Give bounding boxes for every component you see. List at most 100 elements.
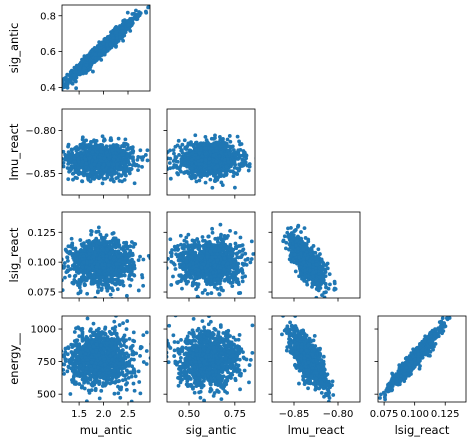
data-point bbox=[184, 235, 189, 240]
data-point bbox=[131, 155, 135, 160]
y-tick-label: −0.85 bbox=[25, 169, 56, 180]
data-point bbox=[145, 148, 150, 153]
data-point bbox=[172, 163, 177, 168]
data-point bbox=[88, 179, 93, 184]
data-point bbox=[208, 177, 213, 182]
data-point bbox=[66, 73, 71, 78]
data-point bbox=[129, 20, 133, 25]
data-point bbox=[197, 151, 202, 156]
data-point bbox=[66, 264, 70, 269]
data-point bbox=[63, 275, 67, 280]
data-point bbox=[175, 143, 180, 148]
data-point bbox=[97, 256, 101, 261]
data-point bbox=[116, 300, 120, 304]
data-point bbox=[115, 162, 120, 167]
data-point bbox=[80, 243, 85, 247]
data-point bbox=[102, 282, 107, 287]
data-point bbox=[106, 162, 111, 167]
data-point bbox=[51, 160, 55, 164]
data-point bbox=[108, 241, 113, 245]
data-point bbox=[127, 252, 132, 257]
data-point bbox=[202, 142, 207, 147]
data-point bbox=[122, 33, 127, 38]
data-point bbox=[87, 255, 91, 260]
data-point bbox=[76, 156, 81, 161]
data-point bbox=[84, 270, 89, 274]
data-point bbox=[73, 68, 78, 73]
data-point bbox=[213, 174, 218, 179]
data-point bbox=[162, 263, 166, 267]
data-point bbox=[89, 229, 94, 234]
data-point bbox=[183, 278, 188, 283]
data-point bbox=[203, 146, 208, 151]
data-point bbox=[62, 157, 64, 161]
data-point bbox=[127, 274, 132, 279]
data-point bbox=[232, 165, 237, 170]
data-point bbox=[86, 273, 91, 278]
data-point bbox=[96, 285, 101, 289]
data-point bbox=[62, 257, 64, 262]
data-point bbox=[212, 143, 217, 148]
data-point bbox=[101, 171, 106, 176]
data-point bbox=[84, 138, 89, 143]
data-point bbox=[175, 280, 179, 285]
data-point bbox=[193, 133, 198, 138]
data-point bbox=[85, 260, 90, 265]
data-point bbox=[106, 152, 110, 157]
panel-lmu_react-vs-mu_antic: −0.85−0.80 bbox=[25, 108, 151, 199]
data-point bbox=[141, 283, 146, 288]
data-point bbox=[168, 148, 172, 153]
data-point bbox=[243, 160, 248, 165]
data-point bbox=[77, 66, 82, 71]
data-point bbox=[73, 273, 78, 278]
data-point bbox=[223, 172, 227, 177]
data-point bbox=[186, 171, 191, 176]
data-point bbox=[108, 292, 113, 297]
data-point bbox=[41, 277, 45, 281]
data-point bbox=[109, 274, 114, 279]
data-point bbox=[62, 243, 63, 245]
data-point bbox=[66, 258, 70, 263]
data-point bbox=[194, 179, 199, 184]
data-point bbox=[95, 262, 100, 267]
data-point bbox=[114, 277, 119, 282]
data-point bbox=[112, 155, 117, 159]
data-point bbox=[96, 225, 101, 230]
data-point bbox=[78, 268, 83, 273]
data-point bbox=[94, 244, 99, 248]
data-point bbox=[167, 256, 170, 261]
data-point bbox=[161, 148, 165, 152]
data-point bbox=[79, 145, 84, 150]
data-point bbox=[233, 241, 238, 246]
data-point bbox=[91, 274, 96, 279]
data-point bbox=[112, 162, 117, 167]
data-point bbox=[126, 160, 131, 165]
data-point bbox=[76, 291, 81, 296]
y-tick-label: 0.4 bbox=[40, 83, 56, 94]
data-point bbox=[179, 169, 183, 174]
data-point bbox=[179, 148, 184, 153]
data-point bbox=[65, 255, 69, 260]
data-point bbox=[155, 165, 159, 169]
data-point bbox=[218, 222, 223, 227]
data-point bbox=[96, 248, 100, 252]
data-point bbox=[73, 145, 78, 150]
data-point bbox=[134, 8, 138, 13]
data-point bbox=[119, 265, 123, 270]
data-point bbox=[143, 153, 148, 157]
data-point bbox=[81, 260, 86, 265]
data-point bbox=[34, 106, 38, 110]
data-point bbox=[132, 266, 137, 271]
data-point bbox=[193, 140, 198, 145]
data-point bbox=[120, 29, 125, 34]
data-point bbox=[113, 249, 118, 254]
y-tick-label: 0.100 bbox=[27, 258, 56, 269]
data-point bbox=[117, 281, 121, 286]
data-point bbox=[129, 240, 134, 244]
data-point bbox=[209, 136, 214, 141]
data-point bbox=[114, 244, 119, 249]
data-point bbox=[91, 255, 96, 259]
data-point bbox=[214, 140, 218, 145]
data-point bbox=[136, 164, 141, 168]
data-point bbox=[57, 283, 61, 287]
